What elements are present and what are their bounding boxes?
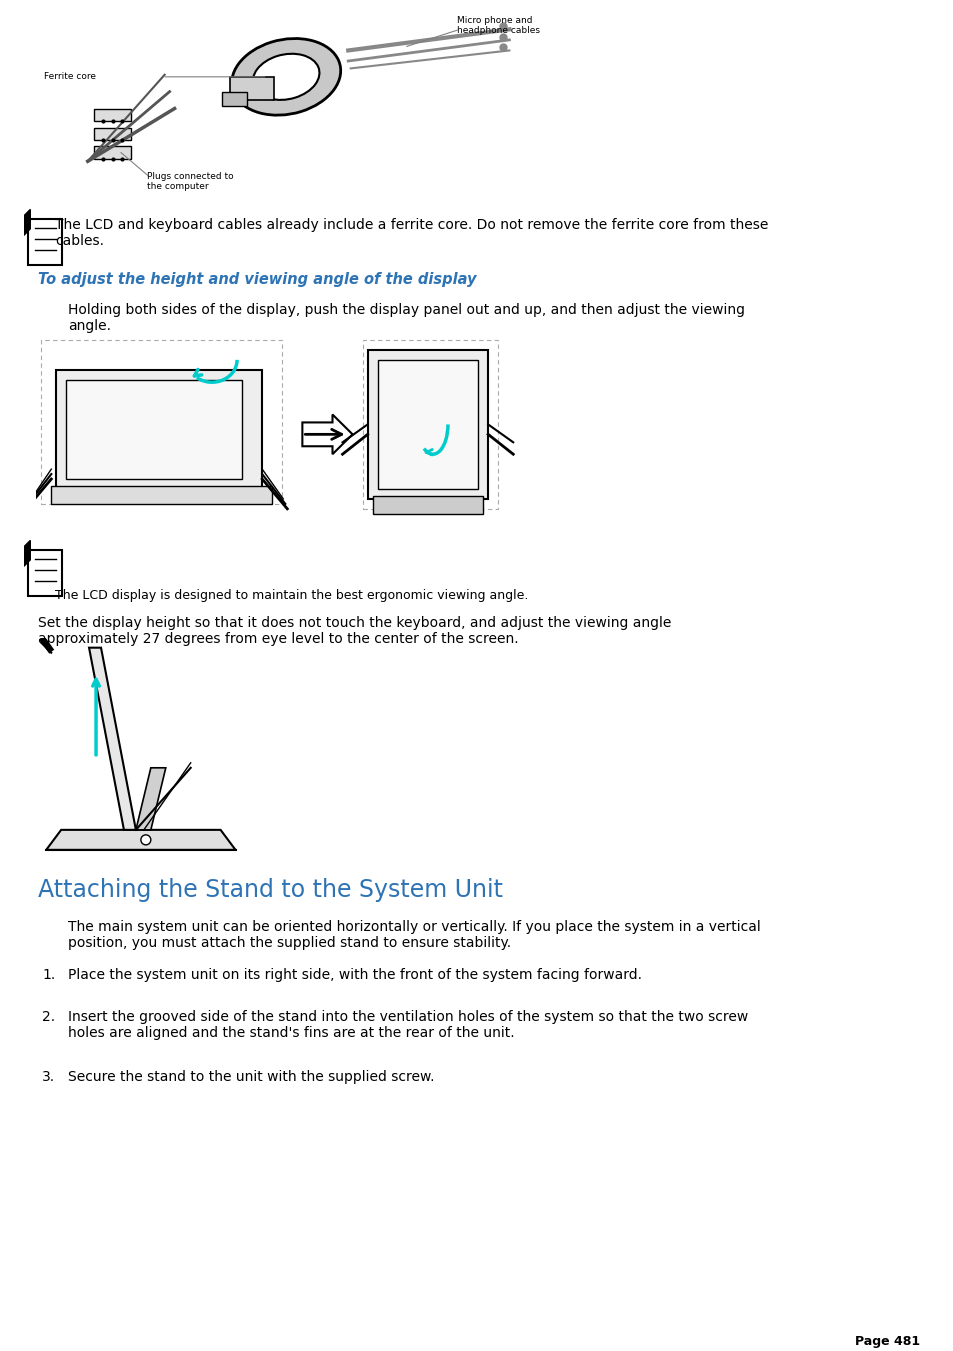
Bar bbox=[221, 92, 246, 107]
Bar bbox=[67, 380, 242, 480]
Text: Secure the stand to the unit with the supplied screw.: Secure the stand to the unit with the su… bbox=[68, 1070, 434, 1084]
Bar bbox=[373, 496, 482, 513]
Bar bbox=[51, 486, 272, 504]
Polygon shape bbox=[89, 647, 135, 830]
Polygon shape bbox=[24, 209, 30, 235]
Polygon shape bbox=[135, 767, 166, 830]
Text: The LCD and keyboard cables already include a ferrite core. Do not remove the fe: The LCD and keyboard cables already incl… bbox=[55, 218, 767, 249]
Polygon shape bbox=[46, 830, 235, 850]
Polygon shape bbox=[56, 370, 262, 489]
Polygon shape bbox=[367, 350, 488, 499]
Bar bbox=[362, 340, 497, 509]
Text: Micro phone and: Micro phone and bbox=[456, 16, 533, 24]
Bar bbox=[94, 127, 132, 141]
Polygon shape bbox=[39, 636, 54, 654]
Text: 1.: 1. bbox=[42, 969, 55, 982]
Ellipse shape bbox=[253, 54, 319, 100]
Text: Page 481: Page 481 bbox=[854, 1335, 919, 1348]
Text: To adjust the height and viewing angle of the display: To adjust the height and viewing angle o… bbox=[38, 272, 476, 286]
Bar bbox=[94, 146, 132, 159]
Text: Ferrite core: Ferrite core bbox=[44, 73, 96, 81]
Polygon shape bbox=[24, 540, 30, 566]
Text: The main system unit can be oriented horizontally or vertically. If you place th: The main system unit can be oriented hor… bbox=[68, 920, 760, 950]
Text: 2.: 2. bbox=[42, 1011, 55, 1024]
Text: Place the system unit on its right side, with the front of the system facing for: Place the system unit on its right side,… bbox=[68, 969, 641, 982]
Text: Holding both sides of the display, push the display panel out and up, and then a: Holding both sides of the display, push … bbox=[68, 303, 744, 334]
Ellipse shape bbox=[232, 39, 340, 115]
Text: Attaching the Stand to the System Unit: Attaching the Stand to the System Unit bbox=[38, 878, 502, 902]
Text: Insert the grooved side of the stand into the ventilation holes of the system so: Insert the grooved side of the stand int… bbox=[68, 1011, 747, 1040]
Text: Plugs connected to: Plugs connected to bbox=[147, 172, 233, 181]
Text: the computer: the computer bbox=[147, 182, 209, 192]
Bar bbox=[41, 340, 282, 504]
Bar bbox=[231, 77, 274, 100]
Text: The LCD display is designed to maintain the best ergonomic viewing angle.: The LCD display is designed to maintain … bbox=[55, 589, 528, 603]
Bar bbox=[377, 359, 477, 489]
Polygon shape bbox=[302, 415, 353, 454]
Text: Set the display height so that it does not touch the keyboard, and adjust the vi: Set the display height so that it does n… bbox=[38, 616, 671, 646]
Text: headphone cables: headphone cables bbox=[456, 26, 539, 35]
Circle shape bbox=[141, 835, 151, 844]
Bar bbox=[94, 108, 132, 122]
Text: 3.: 3. bbox=[42, 1070, 55, 1084]
